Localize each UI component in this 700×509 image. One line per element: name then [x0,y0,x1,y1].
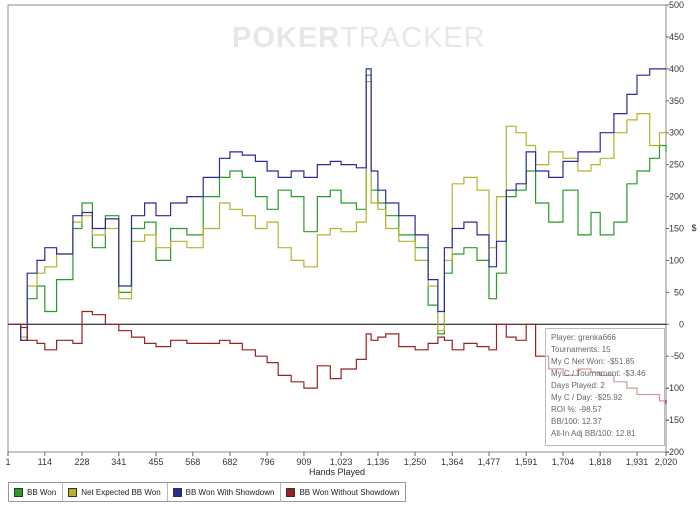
x-tick-label: 1,591 [515,457,538,467]
y-tick-label: -200 [666,447,684,457]
legend-item-bb-won[interactable]: BB Won [9,483,64,501]
x-tick-label: 1 [5,457,10,467]
y-tick-label: 450 [669,32,684,42]
x-tick-label: 1,477 [478,457,501,467]
x-tick-label: 2,020 [655,457,678,467]
legend-swatch-with-showdown [172,487,182,497]
x-tick-label: 228 [74,457,89,467]
legend-swatch-bb-won [14,487,23,497]
x-axis-title: Hands Played [309,467,365,477]
legend-label-bb-won: BB Won [27,487,57,497]
legend-item-net-expected[interactable]: Net Expected BB Won [63,483,168,501]
x-tick-label: 114 [38,457,52,467]
x-tick-label: 909 [296,457,311,467]
y-tick-label: -150 [666,415,684,425]
stat-per-day: My C / Day: -$25.92 [551,393,623,402]
y-tick-label: 0 [679,319,684,329]
stat-allin-bb-100: All-In Adj BB/100: 12.81 [551,429,636,438]
x-tick-label: 1,931 [626,457,649,467]
x-tick-label: 341 [111,457,126,467]
stat-net-won: My C Net Won: -$51.85 [551,357,635,366]
stats-box: Player: grenka666 Tournaments: 15 My C N… [545,328,665,446]
y-tick-label: 250 [669,160,684,170]
pokertracker-watermark: POKERTRACKER [232,22,486,55]
series-line-bb-won [8,74,667,341]
y-tick-label: 350 [669,96,684,106]
y-axis-title: $ [691,223,696,233]
y-axis: 500450400350300250200150100500-50-100-15… [666,0,684,457]
legend-swatch-net-expected [68,487,78,497]
x-tick-label: 1,250 [404,457,427,467]
stat-roi: ROI %: -98.57 [551,405,602,414]
y-tick-label: 400 [669,64,684,74]
x-tick-label: 568 [185,457,200,467]
y-tick-label: -50 [671,351,684,361]
legend-label-with-showdown: BB Won With Showdown [185,487,275,497]
legend-label-net-expected: Net Expected BB Won [81,487,161,497]
watermark-bold-text: POKER [232,22,341,54]
series-line-bb-won-with-showdown [8,68,666,341]
legend-item-without-showdown[interactable]: BB Won Without Showdown [281,483,405,501]
x-tick-label: 682 [222,457,237,467]
series-line-net-expected-bb-won [8,81,667,338]
watermark-light-text: TRACKER [340,22,486,54]
x-tick-label: 1,704 [552,457,575,467]
y-tick-label: 200 [669,192,684,202]
x-tick-label: 1,023 [330,457,353,467]
x-tick-label: 1,136 [367,457,390,467]
x-tick-label: 1,364 [441,457,464,467]
y-tick-label: 300 [669,128,684,138]
stat-player: Player: grenka666 [551,333,616,342]
x-tick-label: 796 [260,457,275,467]
x-axis: 1 114 228 341 455 568 682 796 909 1,023 1,136 1,250… [5,452,677,467]
stat-days-played: Days Played: 2 [551,381,605,390]
y-tick-label: 500 [669,0,684,10]
legend-label-without-showdown: BB Won Without Showdown [299,487,400,497]
y-tick-label: 150 [669,224,684,234]
y-tick-label: -100 [666,383,684,393]
y-tick-label: 100 [669,255,684,265]
legend: BB Won Net Expected BB Won BB Won With S… [8,482,407,502]
y-tick-label: 50 [674,287,684,297]
stat-tournaments: Tournaments: 15 [551,345,611,354]
legend-swatch-without-showdown [286,487,296,497]
stat-bb-100: BB/100: 12.37 [551,417,602,426]
x-tick-label: 1,818 [589,457,612,467]
legend-item-with-showdown[interactable]: BB Won With Showdown [168,483,282,501]
stat-per-tournament: My C / Tournament: -$3.46 [551,369,646,378]
x-tick-label: 455 [148,457,163,467]
